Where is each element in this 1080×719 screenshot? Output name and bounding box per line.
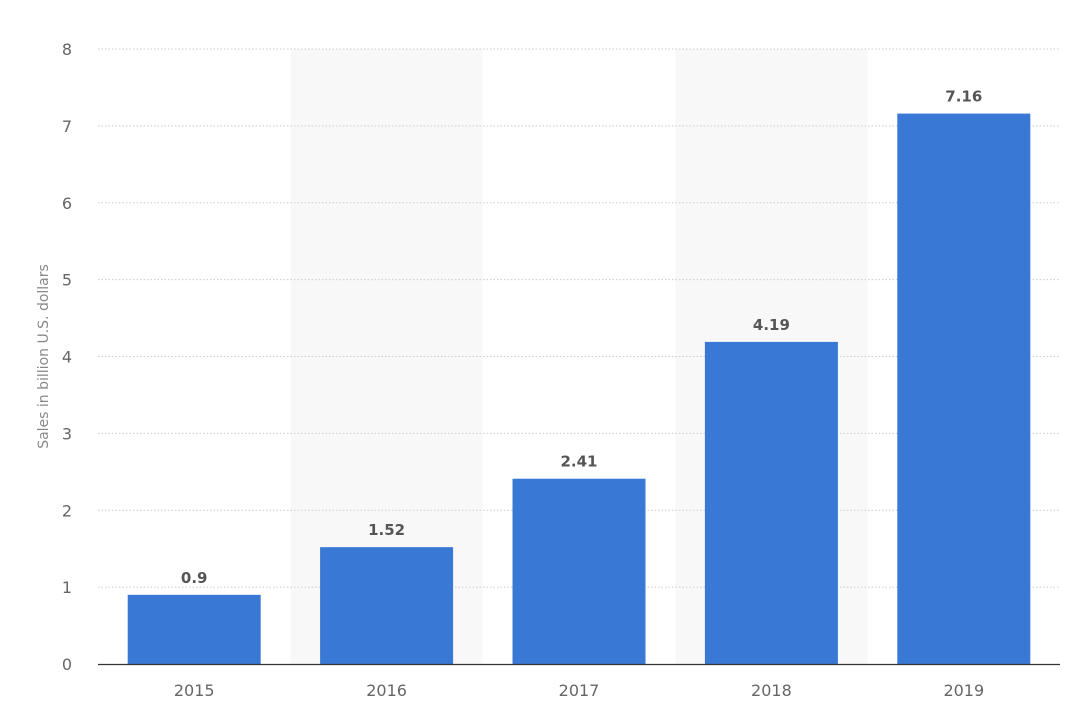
value-label: 2.41	[560, 453, 597, 471]
y-axis-ticks: 0 1 2 3 4 5 6 7 8	[62, 40, 72, 674]
bar	[897, 113, 1031, 664]
x-tick-label: 2015	[174, 681, 215, 700]
y-tick-label: 7	[62, 117, 72, 136]
y-tick-label: 5	[62, 271, 72, 290]
value-label: 4.19	[753, 316, 790, 334]
bar	[127, 594, 261, 664]
y-axis-title: Sales in billion U.S. dollars	[36, 264, 52, 449]
bars	[127, 113, 1031, 664]
x-tick-label: 2017	[559, 681, 600, 700]
value-label: 1.52	[368, 521, 405, 539]
y-tick-label: 3	[62, 424, 72, 443]
bar	[512, 478, 646, 664]
bar	[320, 547, 454, 664]
y-tick-label: 0	[62, 655, 72, 674]
x-tick-label: 2016	[366, 681, 407, 700]
bar	[704, 341, 838, 664]
value-labels: 0.9 1.52 2.41 4.19 7.16	[181, 88, 982, 587]
x-tick-label: 2018	[751, 681, 792, 700]
y-tick-label: 1	[62, 578, 72, 597]
x-tick-label: 2019	[943, 681, 984, 700]
y-tick-label: 6	[62, 194, 72, 213]
x-axis-ticks: 2015 2016 2017 2018 2019	[174, 681, 984, 700]
value-label: 0.9	[181, 569, 208, 587]
value-label: 7.16	[945, 88, 982, 106]
y-tick-label: 8	[62, 40, 72, 59]
y-tick-label: 2	[62, 501, 72, 520]
y-tick-label: 4	[62, 348, 72, 367]
